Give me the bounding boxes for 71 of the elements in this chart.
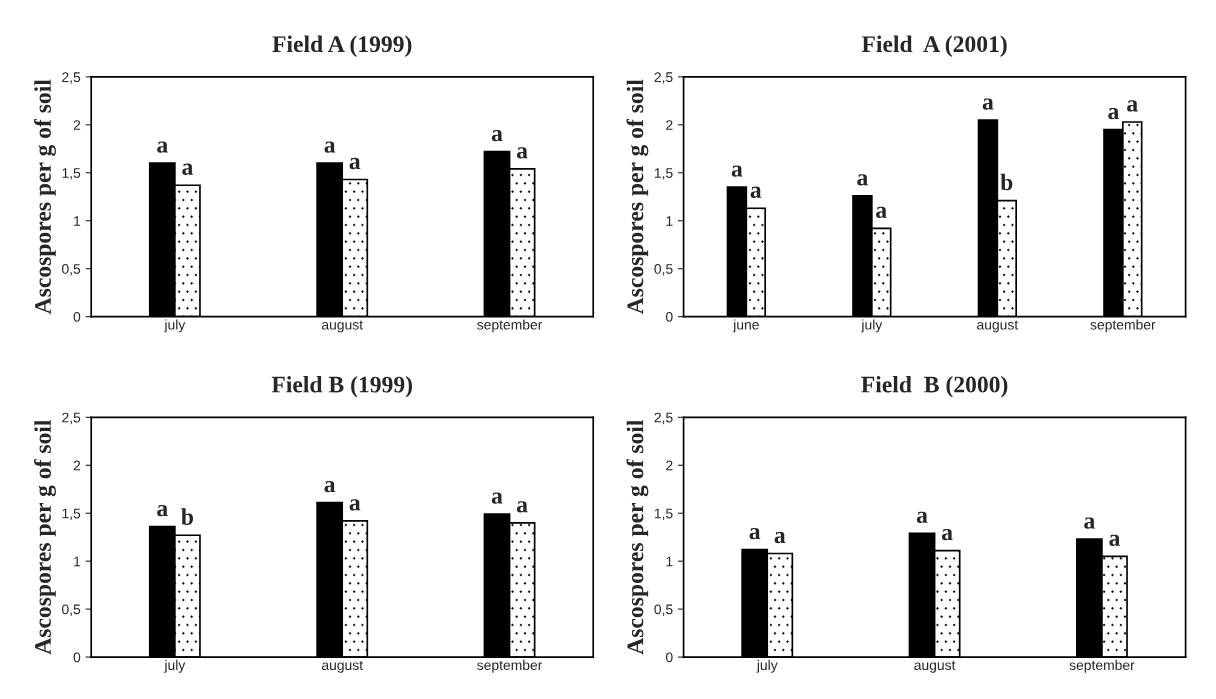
y-axis-title: Ascospores per g of soil (34, 419, 56, 655)
annotation: a (982, 98, 994, 110)
y-tick-label: 1,5 (62, 508, 81, 521)
annotation: a (516, 501, 528, 513)
y-tick-label: 0 (73, 652, 81, 663)
x-tick-label: september (1090, 319, 1156, 333)
annotation: a (324, 141, 336, 153)
y-axis-title: Ascospores per g of soil (34, 79, 56, 315)
y-tick-label: 2,5 (654, 412, 673, 425)
annotation: a (324, 481, 336, 493)
annotation: a (491, 130, 503, 142)
annotation: a (349, 499, 361, 511)
y-tick-label: 1,5 (62, 168, 81, 180)
annotation: b (1000, 173, 1013, 191)
y-tick-label: 0 (665, 311, 673, 322)
annotation: a (157, 141, 168, 153)
x-tick-label: august (977, 320, 1019, 333)
y-tick-label: 0 (665, 652, 673, 663)
annotation: b (181, 508, 194, 525)
x-tick-label: september (477, 659, 543, 673)
y-axis-title: Ascospores per g of soil (626, 419, 649, 655)
x-tick-label: september (477, 319, 543, 333)
x-tick-label: august (914, 660, 956, 673)
x-tick-label: july (756, 659, 778, 673)
chart-title: Field B (1999) (271, 375, 412, 398)
x-tick-label: august (321, 660, 363, 673)
y-tick-label: 2,5 (62, 412, 81, 425)
annotation: a (774, 531, 786, 544)
y-tick-label: 0,5 (654, 264, 673, 276)
y-tick-label: 2 (666, 460, 673, 471)
annotation: a (157, 504, 168, 517)
y-tick-label: 2 (666, 120, 673, 130)
y-tick-label: 1,5 (654, 168, 673, 180)
y-tick-label: 1 (666, 556, 673, 567)
annotation: a (182, 163, 193, 175)
x-tick-label: july (164, 659, 186, 673)
x-tick-label: june (732, 319, 759, 333)
y-tick-label: 1 (666, 216, 673, 226)
chart-title: Field A (1999) (272, 35, 412, 57)
annotation: a (750, 186, 762, 198)
y-tick-label: 0,5 (62, 264, 81, 276)
x-tick-label: july (164, 319, 186, 333)
annotation: a (491, 492, 503, 504)
y-tick-label: 0,5 (62, 604, 81, 616)
x-tick-label: september (1069, 659, 1135, 673)
annotation: a (942, 528, 953, 541)
x-tick-label: august (321, 320, 363, 333)
y-tick-label: 1 (74, 216, 81, 226)
y-tick-label: 1,5 (654, 508, 673, 521)
annotation: a (1108, 107, 1119, 120)
chart-title: Field B (2000) (861, 375, 1008, 398)
y-tick-label: 0 (73, 311, 81, 322)
annotation: a (876, 206, 887, 219)
annotation: a (749, 527, 761, 540)
y-tick-label: 1 (74, 556, 81, 567)
annotation: a (1084, 517, 1095, 529)
y-axis-title: Ascospores per g of soil (626, 79, 649, 315)
y-tick-label: 2 (73, 120, 81, 130)
y-tick-label: 2 (73, 460, 81, 471)
y-tick-label: 2,5 (62, 72, 81, 84)
annotation: a (857, 174, 868, 186)
chart-title: Field A (2001) (861, 35, 1007, 57)
annotation: a (1127, 100, 1138, 112)
annotation: a (1109, 534, 1121, 547)
y-tick-label: 2,5 (654, 72, 673, 84)
x-tick-label: july (861, 319, 883, 333)
y-tick-label: 0,5 (654, 604, 673, 616)
annotation: a (516, 147, 528, 159)
annotation: a (916, 511, 928, 523)
annotation: a (731, 165, 743, 177)
annotation: a (349, 157, 361, 170)
